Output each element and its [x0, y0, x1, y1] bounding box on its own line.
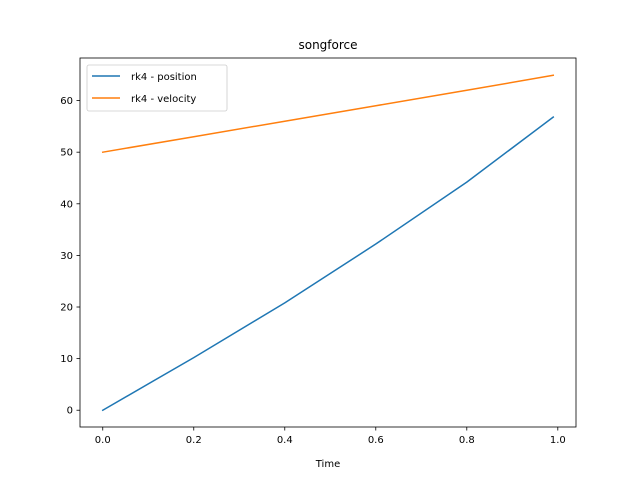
- y-tick-label: 0: [67, 406, 73, 417]
- y-tick-label: 10: [60, 354, 73, 365]
- x-tick-label: 0.2: [186, 435, 202, 446]
- x-tick-label: 1.0: [550, 435, 566, 446]
- y-axis-ticks: 0 10 20 30 40 50 60: [60, 96, 80, 417]
- x-axis-ticks: 0.0 0.2 0.4 0.6 0.8 1.0: [95, 427, 566, 446]
- legend-items: rk4 - position rk4 - velocity: [92, 72, 197, 105]
- x-tick-label: 0.6: [368, 435, 384, 446]
- y-tick-label: 30: [60, 251, 73, 262]
- legend-label: rk4 - velocity: [131, 94, 196, 105]
- axes-frame: [79, 57, 577, 428]
- y-tick-label: 50: [60, 148, 73, 159]
- x-tick-label: 0.4: [277, 435, 293, 446]
- legend-box: [86, 64, 228, 112]
- x-tick-label: 0.8: [459, 435, 475, 446]
- x-axis-label: Time: [315, 459, 340, 470]
- legend: rk4 - position rk4 - velocity: [86, 64, 228, 112]
- chart-title: songforce: [298, 38, 357, 52]
- series-line-velocity: [101, 74, 555, 154]
- series-line-position: [101, 116, 555, 412]
- y-tick-label: 60: [60, 96, 73, 107]
- y-tick-label: 40: [60, 199, 73, 210]
- legend-label: rk4 - position: [131, 72, 197, 83]
- series-layer: [101, 74, 555, 412]
- y-tick-label: 20: [60, 303, 73, 314]
- plot-area: 0.0 0.2 0.4 0.6 0.8 1.0 0 10 20 30 40 50 60: [60, 57, 577, 446]
- x-tick-label: 0.0: [95, 435, 111, 446]
